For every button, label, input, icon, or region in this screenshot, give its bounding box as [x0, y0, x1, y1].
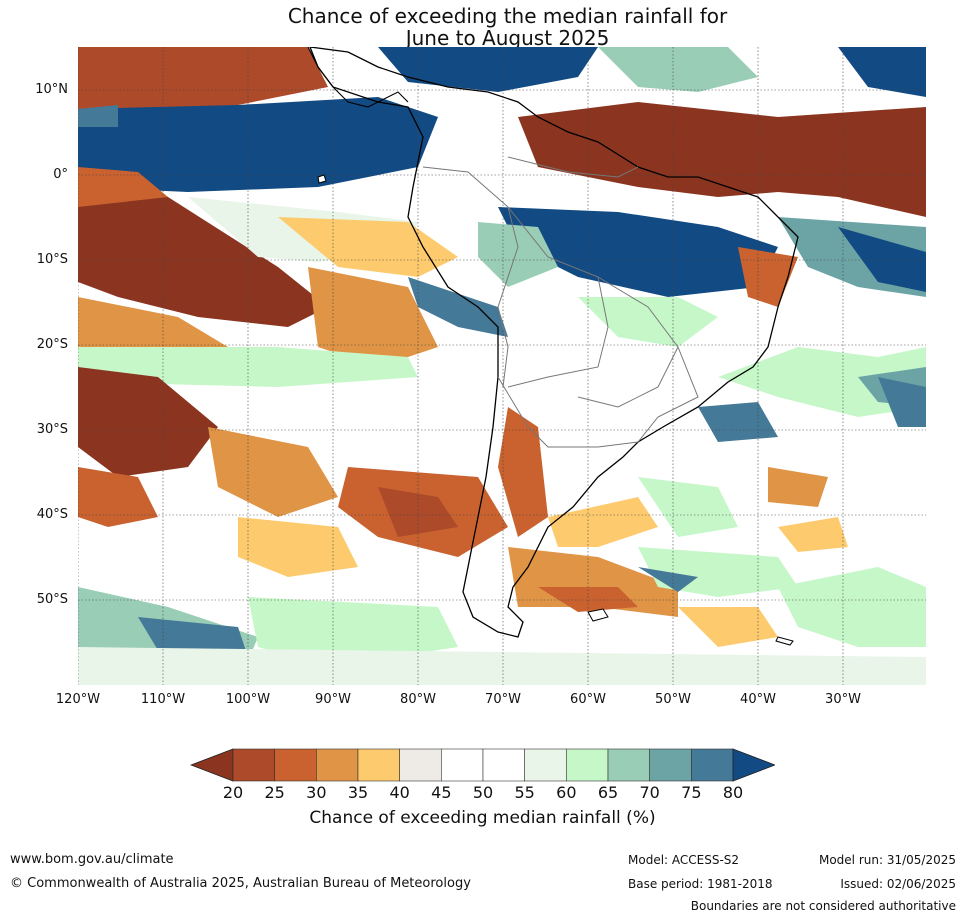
- model-text: Model: ACCESS-S2: [628, 853, 740, 867]
- colorbar-tick-label: 75: [681, 783, 702, 802]
- colorbar-tick-label: 45: [431, 783, 452, 802]
- colorbar-tick-label: 55: [514, 783, 535, 802]
- colorbar-swatches: [190, 748, 775, 782]
- issued-text: Issued: 02/06/2025: [840, 877, 956, 891]
- colorbar-tick-label: 50: [472, 783, 494, 802]
- colorbar-tick-label: 70: [639, 783, 660, 802]
- colorbar-tick-label: 20: [222, 783, 244, 802]
- falkland-islands: [587, 608, 609, 622]
- boundaries-disclaimer: Boundaries are not considered authoritat…: [690, 899, 956, 913]
- lat-label-10n: 10°N: [35, 82, 68, 97]
- lat-label-20s: 20°S: [36, 337, 68, 352]
- lat-label-40s: 40°S: [36, 507, 68, 522]
- lon-label-60w: 60°W: [570, 692, 606, 707]
- base-period-text: Base period: 1981-2018: [628, 877, 773, 891]
- lon-label-90w: 90°W: [315, 692, 351, 707]
- colorbar-swatch: [524, 748, 567, 782]
- lon-label-50w: 50°W: [655, 692, 691, 707]
- colorbar-min-extend: [190, 748, 234, 782]
- south-georgia: [775, 636, 794, 646]
- colorbar-swatch: [566, 748, 609, 782]
- colorbar-swatch: [399, 748, 442, 782]
- lon-label-80w: 80°W: [400, 692, 436, 707]
- colorbar-swatch: [649, 748, 692, 782]
- lon-label-100w: 100°W: [225, 692, 271, 707]
- map-title-line1: Chance of exceeding the median rainfall …: [287, 4, 728, 28]
- lon-label-110w: 110°W: [140, 692, 186, 707]
- rainfall-map: [78, 47, 926, 685]
- lon-label-120w: 120°W: [55, 692, 101, 707]
- colorbar-swatch: [607, 748, 650, 782]
- lon-label-30w: 30°W: [825, 692, 861, 707]
- colorbar-swatch: [441, 748, 484, 782]
- central-america-coastline: [307, 47, 409, 108]
- colorbar-tick-label: 80: [722, 783, 744, 802]
- lat-label-30s: 30°S: [36, 422, 68, 437]
- colorbar-swatch: [316, 748, 359, 782]
- website-link[interactable]: www.bom.gov.au/climate: [10, 852, 174, 867]
- lat-label-10s: 10°S: [36, 252, 68, 267]
- lon-label-40w: 40°W: [740, 692, 776, 707]
- colorbar-tick-label: 40: [389, 783, 410, 802]
- colorbar-tick-label: 25: [264, 783, 285, 802]
- colorbar-title: Chance of exceeding median rainfall (%): [309, 808, 656, 828]
- colorbar-swatch: [357, 748, 400, 782]
- colorbar-tick-label: 60: [556, 783, 577, 802]
- colorbar-swatch: [482, 748, 525, 782]
- colorbar-swatch: [232, 748, 275, 782]
- colorbar-tick-label: 30: [306, 783, 327, 802]
- colorbar-swatch: [274, 748, 317, 782]
- map-title-line2: June to August 2025: [405, 26, 610, 50]
- colorbar-tick-label: 65: [597, 783, 619, 802]
- colorbar-tick-label: 35: [347, 783, 369, 802]
- anomaly-fields: [78, 47, 926, 685]
- colorbar-max-extend: [732, 748, 775, 782]
- galapagos-islands: [317, 174, 327, 184]
- copyright-text: © Commonwealth of Australia 2025, Austra…: [10, 876, 471, 891]
- graticule: [78, 47, 926, 685]
- south-america-coastline: [309, 47, 799, 638]
- lat-label-0: 0°: [53, 167, 68, 182]
- lat-label-50s: 50°S: [36, 592, 68, 607]
- country-borders: [422, 156, 699, 448]
- colorbar: [190, 748, 775, 782]
- lon-label-70w: 70°W: [485, 692, 521, 707]
- colorbar-swatch: [691, 748, 734, 782]
- model-run-text: Model run: 31/05/2025: [818, 853, 956, 867]
